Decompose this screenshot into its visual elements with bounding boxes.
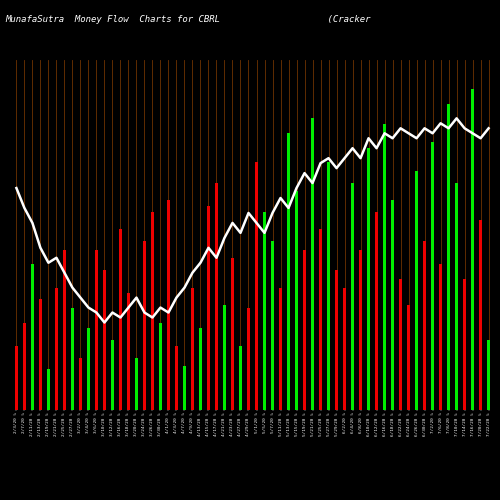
Bar bbox=[262, 212, 266, 410]
Bar bbox=[182, 366, 186, 410]
Bar bbox=[294, 191, 298, 410]
Bar bbox=[118, 229, 122, 410]
Bar bbox=[407, 305, 410, 410]
Bar bbox=[399, 278, 402, 410]
Bar bbox=[286, 133, 290, 410]
Bar bbox=[334, 270, 338, 410]
Bar bbox=[206, 206, 210, 410]
Bar bbox=[350, 182, 354, 410]
Text: MunafaSutra  Money Flow  Charts for CBRL                    (Cracker            : MunafaSutra Money Flow Charts for CBRL (… bbox=[5, 15, 500, 24]
Bar bbox=[30, 264, 34, 410]
Bar bbox=[166, 200, 170, 410]
Bar bbox=[70, 308, 74, 410]
Bar bbox=[174, 346, 178, 410]
Bar bbox=[86, 328, 90, 410]
Bar bbox=[383, 124, 386, 410]
Bar bbox=[479, 220, 482, 410]
Bar bbox=[142, 241, 146, 410]
Bar bbox=[110, 340, 114, 410]
Bar bbox=[102, 270, 106, 410]
Bar bbox=[230, 258, 234, 410]
Bar bbox=[487, 340, 490, 410]
Bar bbox=[431, 142, 434, 410]
Bar bbox=[134, 358, 138, 410]
Bar bbox=[22, 322, 26, 410]
Bar bbox=[158, 322, 162, 410]
Bar bbox=[78, 358, 82, 410]
Bar bbox=[62, 250, 66, 410]
Bar bbox=[238, 346, 242, 410]
Bar bbox=[54, 288, 58, 410]
Bar bbox=[46, 369, 50, 410]
Bar bbox=[415, 171, 418, 410]
Bar bbox=[94, 250, 98, 410]
Bar bbox=[391, 200, 394, 410]
Bar bbox=[302, 250, 306, 410]
Bar bbox=[471, 89, 474, 410]
Bar bbox=[14, 346, 18, 410]
Bar bbox=[342, 288, 346, 410]
Bar bbox=[310, 118, 314, 410]
Bar bbox=[190, 288, 194, 410]
Bar bbox=[423, 241, 426, 410]
Bar bbox=[278, 288, 282, 410]
Bar bbox=[150, 212, 154, 410]
Bar bbox=[198, 328, 202, 410]
Bar bbox=[270, 241, 274, 410]
Bar bbox=[254, 162, 258, 410]
Bar bbox=[358, 250, 362, 410]
Bar bbox=[447, 104, 450, 410]
Bar bbox=[246, 308, 250, 410]
Bar bbox=[463, 278, 466, 410]
Bar bbox=[326, 162, 330, 410]
Bar bbox=[38, 299, 42, 410]
Bar bbox=[375, 212, 378, 410]
Bar bbox=[222, 305, 226, 410]
Bar bbox=[455, 182, 458, 410]
Bar bbox=[318, 229, 322, 410]
Bar bbox=[126, 294, 130, 410]
Bar bbox=[439, 264, 442, 410]
Bar bbox=[366, 148, 370, 410]
Bar bbox=[214, 182, 218, 410]
